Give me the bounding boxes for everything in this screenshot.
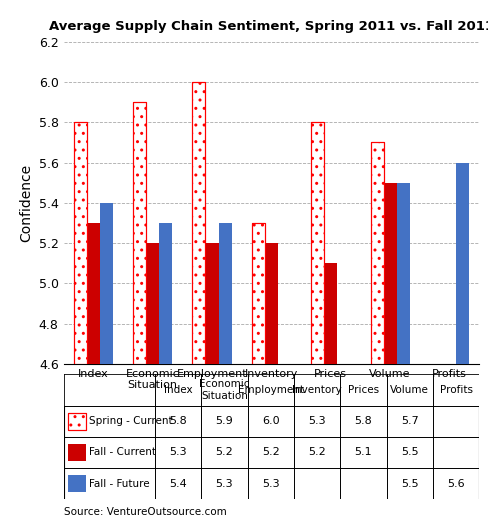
Text: 5.8: 5.8 [354,416,371,426]
Text: Fall - Future: Fall - Future [88,478,149,489]
Text: Index: Index [163,385,192,395]
Bar [67,413,86,430]
Text: Economic
Situation: Economic Situation [199,379,249,401]
Bar [251,223,264,364]
Bar [205,243,218,364]
Bar [251,223,264,364]
Text: Volume: Volume [389,385,428,395]
Text: 6.0: 6.0 [262,416,279,426]
Text: 5.8: 5.8 [169,416,187,426]
Text: 5.3: 5.3 [215,478,233,489]
Bar [324,263,337,364]
Text: 5.5: 5.5 [400,478,418,489]
Bar [370,142,383,364]
Text: 5.9: 5.9 [215,416,233,426]
Bar [67,413,86,430]
Text: 5.5: 5.5 [400,447,418,458]
Bar [133,102,146,364]
Bar [455,163,468,364]
Bar [218,223,231,364]
Title: Average Supply Chain Sentiment, Spring 2011 vs. Fall 2011: Average Supply Chain Sentiment, Spring 2… [49,20,488,33]
Text: Source: VentureOutsource.com: Source: VentureOutsource.com [63,508,226,517]
Bar [159,223,172,364]
Bar [67,475,86,492]
Bar [370,142,383,364]
Text: 5.1: 5.1 [354,447,371,458]
Bar [86,223,100,364]
Text: Employment: Employment [237,385,303,395]
Bar [264,243,277,364]
Bar [396,183,409,364]
Text: 5.4: 5.4 [169,478,187,489]
Text: Profits: Profits [439,385,471,395]
Text: 5.7: 5.7 [400,416,418,426]
Bar [133,102,146,364]
Bar [310,122,324,364]
Bar [74,122,86,364]
Bar [67,444,86,461]
Text: 5.2: 5.2 [262,447,279,458]
Bar [146,243,159,364]
Text: 5.3: 5.3 [262,478,279,489]
Text: 5.6: 5.6 [447,478,464,489]
Text: Spring - Current: Spring - Current [88,416,172,426]
Bar [100,203,113,364]
Bar [310,122,324,364]
Text: 5.2: 5.2 [215,447,233,458]
Text: Inventory: Inventory [292,385,341,395]
Bar [383,183,396,364]
Text: Prices: Prices [347,385,378,395]
Text: Fall - Current: Fall - Current [88,447,155,458]
Text: 5.3: 5.3 [307,416,325,426]
Y-axis label: Confidence: Confidence [19,164,33,242]
Bar [192,82,205,364]
Bar [74,122,86,364]
Bar [192,82,205,364]
Text: 5.3: 5.3 [169,447,186,458]
Text: 5.2: 5.2 [307,447,325,458]
